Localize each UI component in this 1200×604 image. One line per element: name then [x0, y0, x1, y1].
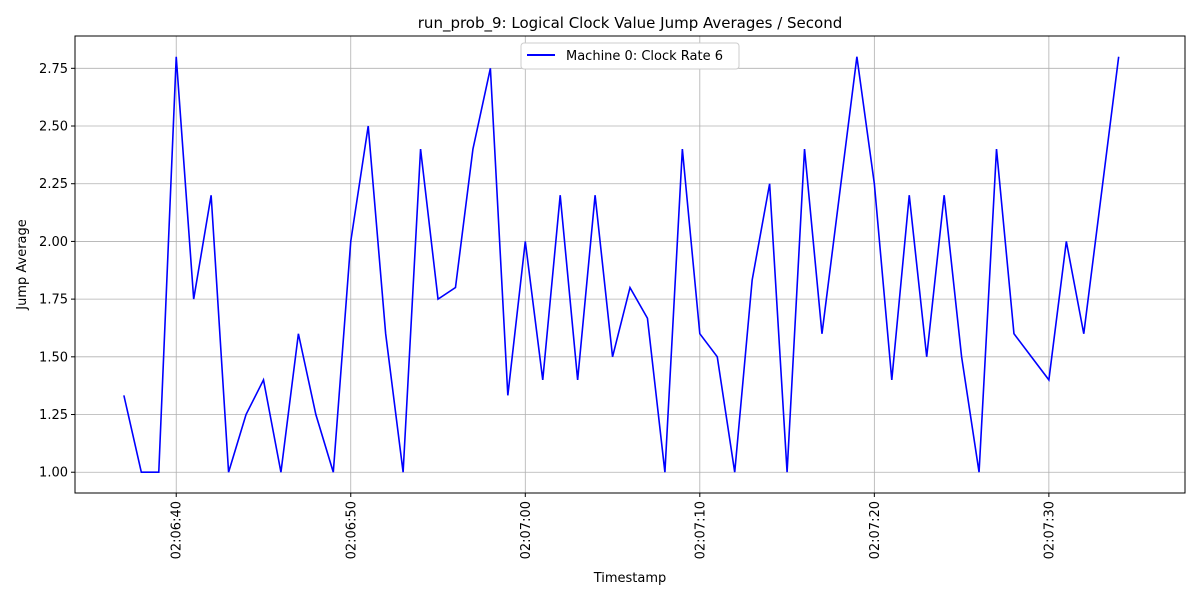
y-axis-ticks: 1.00 1.25 1.50 1.75 2.00 2.25 2.50 2.75: [39, 62, 75, 481]
y-tick-label: 1.00: [39, 466, 68, 481]
y-tick-label: 2.25: [39, 177, 68, 192]
x-tick-label: 02:07:20: [868, 501, 883, 559]
legend: Machine 0: Clock Rate 6: [520, 42, 740, 70]
x-tick-label: 02:06:50: [344, 501, 359, 559]
y-tick-label: 2.00: [39, 235, 68, 250]
y-tick-label: 1.25: [39, 408, 68, 423]
series-line-0: [123, 56, 1120, 474]
x-tick-label: 02:07:00: [519, 501, 534, 559]
legend-label: Machine 0: Clock Rate 6: [566, 49, 723, 64]
y-axis-label: Jump Average: [15, 219, 30, 311]
x-axis-label: Timestamp: [593, 571, 667, 586]
legend-box: [520, 42, 740, 70]
y-tick-label: 1.75: [39, 293, 68, 308]
y-tick-label: 2.50: [39, 120, 68, 135]
x-tick-label: 02:07:10: [693, 501, 708, 559]
plot-frame: [74, 35, 1186, 494]
series-lines: [123, 56, 1120, 474]
y-tick-label: 2.75: [39, 62, 68, 77]
y-tick-label: 1.50: [39, 350, 68, 365]
chart-title: run_prob_9: Logical Clock Value Jump Ave…: [418, 14, 842, 33]
x-axis-ticks: 02:06:40 02:06:50 02:07:00 02:07:10 02:07:20…: [170, 493, 1057, 559]
x-tick-label: 02:06:40: [170, 501, 185, 559]
x-tick-label: 02:07:30: [1042, 501, 1057, 559]
